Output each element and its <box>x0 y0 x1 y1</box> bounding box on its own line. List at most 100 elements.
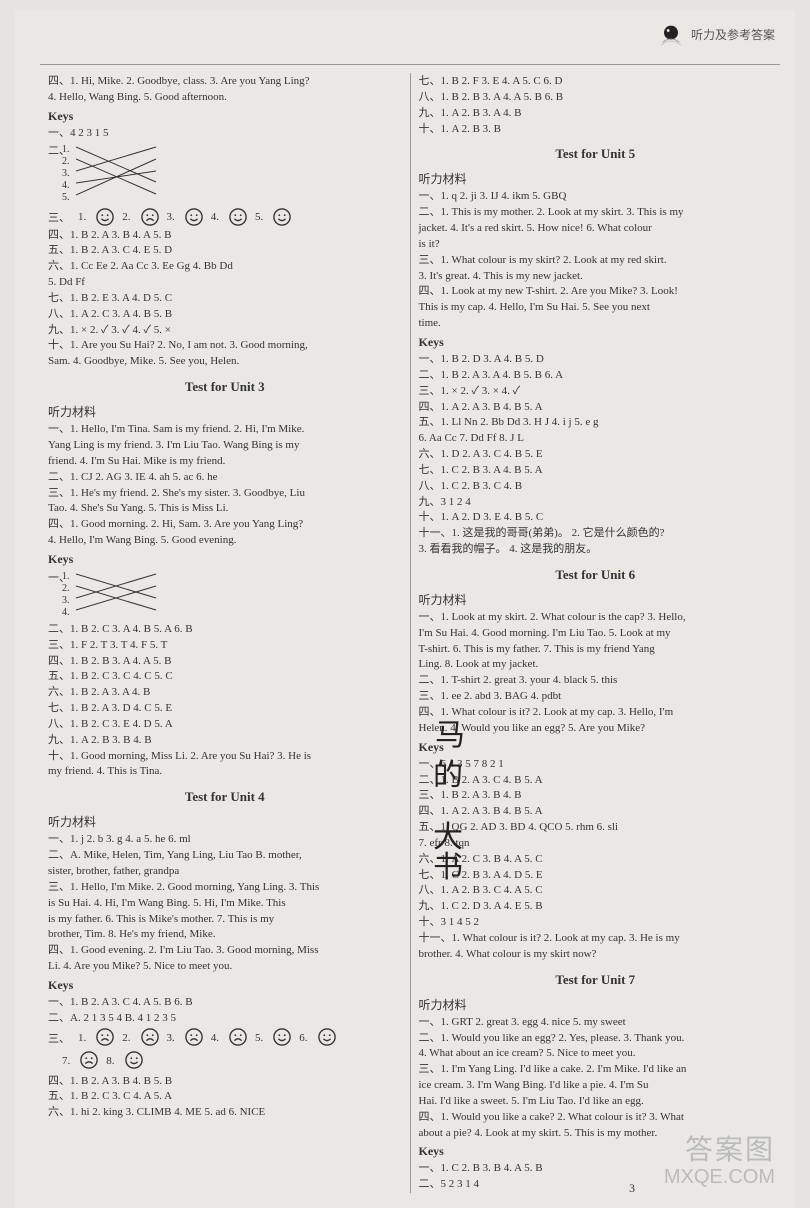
text-line: 八、1. C 2. B 3. C 4. B <box>419 479 773 494</box>
text-line: 二、1. B 2. C 3. A 4. B 5. A 6. B <box>48 622 402 637</box>
text-block: 一、1. B 2. A 3. C 4. A 5. B 6. B二、A. 2 1 … <box>48 995 402 1026</box>
text-line: 八、1. A 2. C 3. A 4. B 5. B <box>48 307 402 322</box>
text-line: 二、1. Would you like an egg? 2. Yes, plea… <box>419 1031 773 1046</box>
text-line: time. <box>419 316 773 331</box>
text-line: 二、1. CJ 2. AG 3. IE 4. ah 5. ac 6. he <box>48 470 402 485</box>
face-number: 8. <box>106 1055 114 1067</box>
listen-heading: 听力材料 <box>48 403 402 420</box>
sad-icon <box>96 1028 114 1049</box>
text-line: 三、1. He's my friend. 2. She's my sister.… <box>48 486 402 501</box>
text-line: 七、1. B 2. F 3. E 4. A 5. C 6. D <box>419 74 773 89</box>
text-line: Helen. 4. Would you like an egg? 5. Are … <box>419 721 773 736</box>
keys-heading: Keys <box>48 109 402 124</box>
text-line: brother. 4. What colour is my skirt now? <box>419 947 773 962</box>
row-label: 三、 <box>48 209 70 225</box>
text-line: This is my cap. 4. Hello, I'm Su Hai. 5.… <box>419 300 773 315</box>
keys-heading: Keys <box>419 335 773 350</box>
text-line: 一、1. GRT 2. great 3. egg 4. nice 5. my s… <box>419 1015 773 1030</box>
text-line: 六、1. Cc Ee 2. Aa Cc 3. Ee Gg 4. Bb Dd <box>48 259 402 274</box>
text-line: 四、1. Good evening. 2. I'm Liu Tao. 3. Go… <box>48 943 402 958</box>
text-line: 七、1. C 2. B 3. A 4. D 5. E <box>419 868 773 883</box>
text-line: 二、1. This is my mother. 2. Look at my sk… <box>419 205 773 220</box>
keys-heading: Keys <box>48 978 402 993</box>
face-number: 5. <box>255 1032 263 1044</box>
text-line: 四、1. A 2. A 3. B 4. B 5. A <box>419 804 773 819</box>
text-line: 十、1. A 2. D 3. E 4. B 5. C <box>419 510 773 525</box>
text-line: 四、1. Would you like a cake? 2. What colo… <box>419 1110 773 1125</box>
text-line: friend. 4. I'm Su Hai. Mike is my friend… <box>48 454 402 469</box>
page-header: 听力及参考答案 <box>657 20 775 48</box>
face-number: 4. <box>211 1032 219 1044</box>
text-line: 三、1. What colour is my skirt? 2. Look at… <box>419 253 773 268</box>
text-line: T-shirt. 6. This is my father. 7. This i… <box>419 642 773 657</box>
text-line: 六、1. B 2. A 3. A 4. B <box>48 685 402 700</box>
sad-icon <box>185 1028 203 1049</box>
text-block: 四、1. B 2. A 3. B 4. B 5. B五、1. B 2. C 3.… <box>48 1074 402 1121</box>
bird-icon <box>657 20 685 48</box>
text-line: sister, brother, father, grandpa <box>48 864 402 879</box>
listen-heading: 听力材料 <box>419 591 773 608</box>
keys-heading: Keys <box>419 740 773 755</box>
listen-heading: 听力材料 <box>419 996 773 1013</box>
text-line: is my father. 6. This is Mike's mother. … <box>48 912 402 927</box>
row-label: 一、 <box>48 569 62 621</box>
unit-title: Test for Unit 3 <box>48 379 402 395</box>
text-line: brother, Tim. 8. He's my friend, Mike. <box>48 927 402 942</box>
text-line: 二、1. T-shirt 2. great 3. your 4. black 5… <box>419 673 773 688</box>
text-line: Sam. 4. Goodbye, Mike. 5. See you, Helen… <box>48 354 402 369</box>
text-line: 七、1. C 2. B 3. A 4. B 5. A <box>419 463 773 478</box>
text-line: 4. What about an ice cream? 5. Nice to m… <box>419 1046 773 1061</box>
text-line: 一、1. B 2. A 3. C 4. A 5. B 6. B <box>48 995 402 1010</box>
text-line: 九、1. × 2. ✓ 3. ✓ 4. ✓ 5. × <box>48 323 402 338</box>
text-line: 6. Aa Cc 7. Dd Ff 8. J L <box>419 431 773 446</box>
text-line: Hai. I'd like a sweet. 5. I'm Liu Tao. I… <box>419 1094 773 1109</box>
text-line: 十一、1. What colour is it? 2. Look at my c… <box>419 931 773 946</box>
smile-icon <box>229 208 247 226</box>
face-number: 7. <box>62 1055 70 1067</box>
row-label: 二、 <box>48 142 62 206</box>
text-block: 一、6 4 3 5 7 8 2 1二、1. B 2. A 3. C 4. B 5… <box>419 757 773 962</box>
text-line: 一、1. Look at my skirt. 2. What colour is… <box>419 610 773 625</box>
text-line: 四、1. B 2. A 3. B 4. B 5. B <box>48 1074 402 1089</box>
cross-lines-icon <box>76 571 166 619</box>
text-line: 4. Hello, I'm Wang Bing. 5. Good evening… <box>48 533 402 548</box>
page-number: 3 <box>629 1181 635 1196</box>
row-label: 三、 <box>48 1030 70 1046</box>
matching-diagram: 1. 2. 3. 4. <box>76 571 166 619</box>
page-container: 听力及参考答案 四、1. Hi, Mike. 2. Goodbye, class… <box>15 10 795 1208</box>
face-number: 3. <box>167 1032 175 1044</box>
text-line: 九、1. C 2. D 3. A 4. E 5. B <box>419 899 773 914</box>
sad-icon <box>141 208 159 226</box>
text-line: 四、1. What colour is it? 2. Look at my ca… <box>419 705 773 720</box>
text-line: 3. It's great. 4. This is my new jacket. <box>419 269 773 284</box>
text-line: 四、1. A 2. A 3. B 4. B 5. A <box>419 400 773 415</box>
header-label: 听力及参考答案 <box>691 26 775 43</box>
text-line: 3. 看看我的帽子。 4. 这是我的朋友。 <box>419 542 773 557</box>
smile-icon <box>185 208 203 226</box>
smile-icon <box>125 1051 143 1072</box>
text-line: 十一、1. 这是我的哥哥(弟弟)。 2. 它是什么颜色的? <box>419 526 773 541</box>
text-line: 四、1. Look at my new T-shirt. 2. Are you … <box>419 284 773 299</box>
text-line: 五、1. QG 2. AD 3. BD 4. QCO 5. rhm 6. sli <box>419 820 773 835</box>
text-line: 八、1. A 2. B 3. C 4. A 5. C <box>419 883 773 898</box>
text-block: 七、1. B 2. F 3. E 4. A 5. C 6. D八、1. B 2.… <box>419 74 773 136</box>
text-line: Ling. 8. Look at my jacket. <box>419 657 773 672</box>
text-line: 4. Hello, Wang Bing. 5. Good afternoon. <box>48 90 402 105</box>
matching-diagram: 1. 2. 3. 4. 5. <box>76 144 166 204</box>
text-line: 七、1. B 2. A 3. D 4. C 5. E <box>48 701 402 716</box>
unit-title: Test for Unit 6 <box>419 567 773 583</box>
smile-icon <box>273 208 291 226</box>
text-line: 一、1. B 2. D 3. A 4. B 5. D <box>419 352 773 367</box>
text-line: 三、1. B 2. A 3. B 4. B <box>419 788 773 803</box>
text-block: 一、1. GRT 2. great 3. egg 4. nice 5. my s… <box>419 1015 773 1141</box>
sad-icon <box>229 1028 247 1049</box>
listen-heading: 听力材料 <box>419 170 773 187</box>
text-line: I'm Su Hai. 4. Good morning. I'm Liu Tao… <box>419 626 773 641</box>
text-line: 7. efr 8. tqn <box>419 836 773 851</box>
text-line: 一、1. Hello, I'm Tina. Sam is my friend. … <box>48 422 402 437</box>
text-line: 十、1. Good morning, Miss Li. 2. Are you S… <box>48 749 402 764</box>
text-line: 四、1. Hi, Mike. 2. Goodbye, class. 3. Are… <box>48 74 402 89</box>
text-line: is Su Hai. 4. Hi, I'm Wang Bing. 5. Hi, … <box>48 896 402 911</box>
smile-icon <box>96 208 114 226</box>
text-line: 六、1. A 2. C 3. B 4. A 5. C <box>419 852 773 867</box>
